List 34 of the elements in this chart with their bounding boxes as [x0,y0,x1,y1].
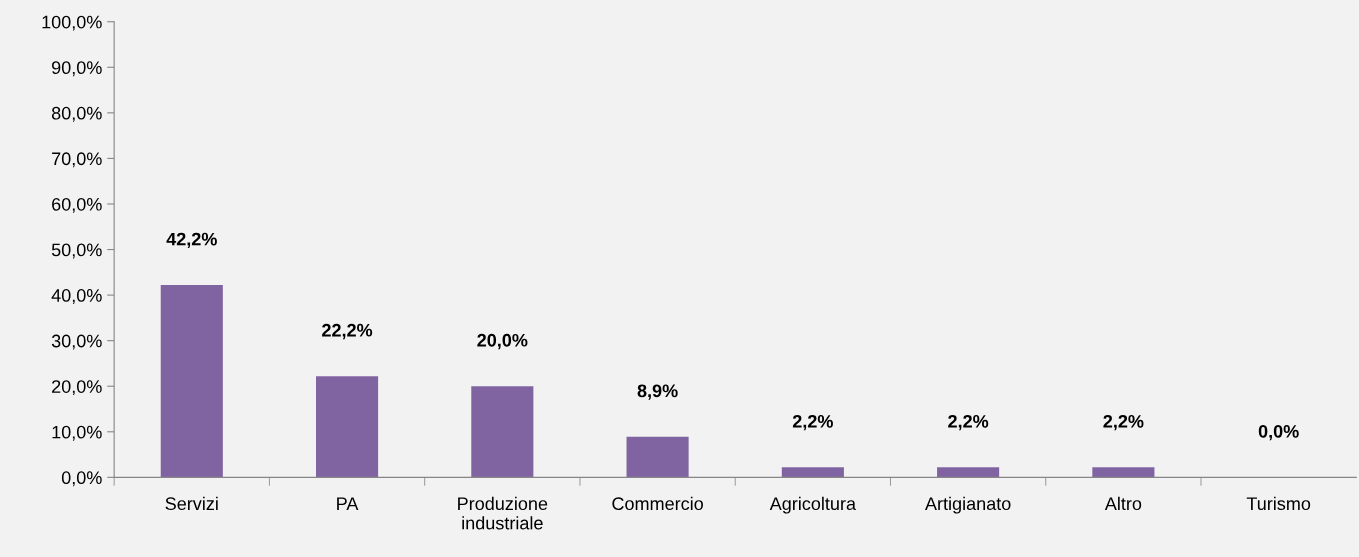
data-label: 2,2% [948,414,989,431]
bar [937,467,1000,478]
data-label: 8,9% [637,384,678,400]
bar [781,467,844,478]
y-tick-label: 40,0% [51,289,102,304]
data-label: 22,2% [322,323,373,340]
x-tick-label: Servizi [165,496,218,511]
y-tick-label: 30,0% [51,334,102,350]
x-tick-label: Produzione industriale [458,496,548,530]
bar [626,436,689,478]
data-label: 20,0% [477,333,528,350]
bar [316,376,379,478]
x-tick-label: Turismo [1246,496,1311,511]
bar [471,386,534,478]
data-label: 0,0% [1258,424,1299,441]
y-tick-label: 60,0% [52,197,102,213]
x-tick-label: Agricoltura [769,496,856,514]
x-tick-label: PA [337,497,359,510]
x-tick-label: Commercio [612,496,703,511]
x-tick-label: Artigianato [925,496,1011,514]
y-tick-label: 70,0% [52,152,102,168]
y-tick-label: 20,0% [52,380,102,396]
y-tick-label: 50,0% [51,243,102,259]
y-tick-label: 0,0% [61,471,102,487]
y-tick-label: 80,0% [51,106,102,122]
y-tick-label: 90,0% [52,61,102,77]
y-tick-label: 10,0% [52,425,102,441]
data-label: 2,2% [1103,414,1144,431]
data-label: 2,2% [792,414,833,431]
y-tick-label: 100,0% [42,15,102,31]
bar [1092,467,1155,478]
data-label: 42,2% [166,232,217,249]
x-tick-label: Altro [1104,496,1142,511]
bar [160,285,223,478]
